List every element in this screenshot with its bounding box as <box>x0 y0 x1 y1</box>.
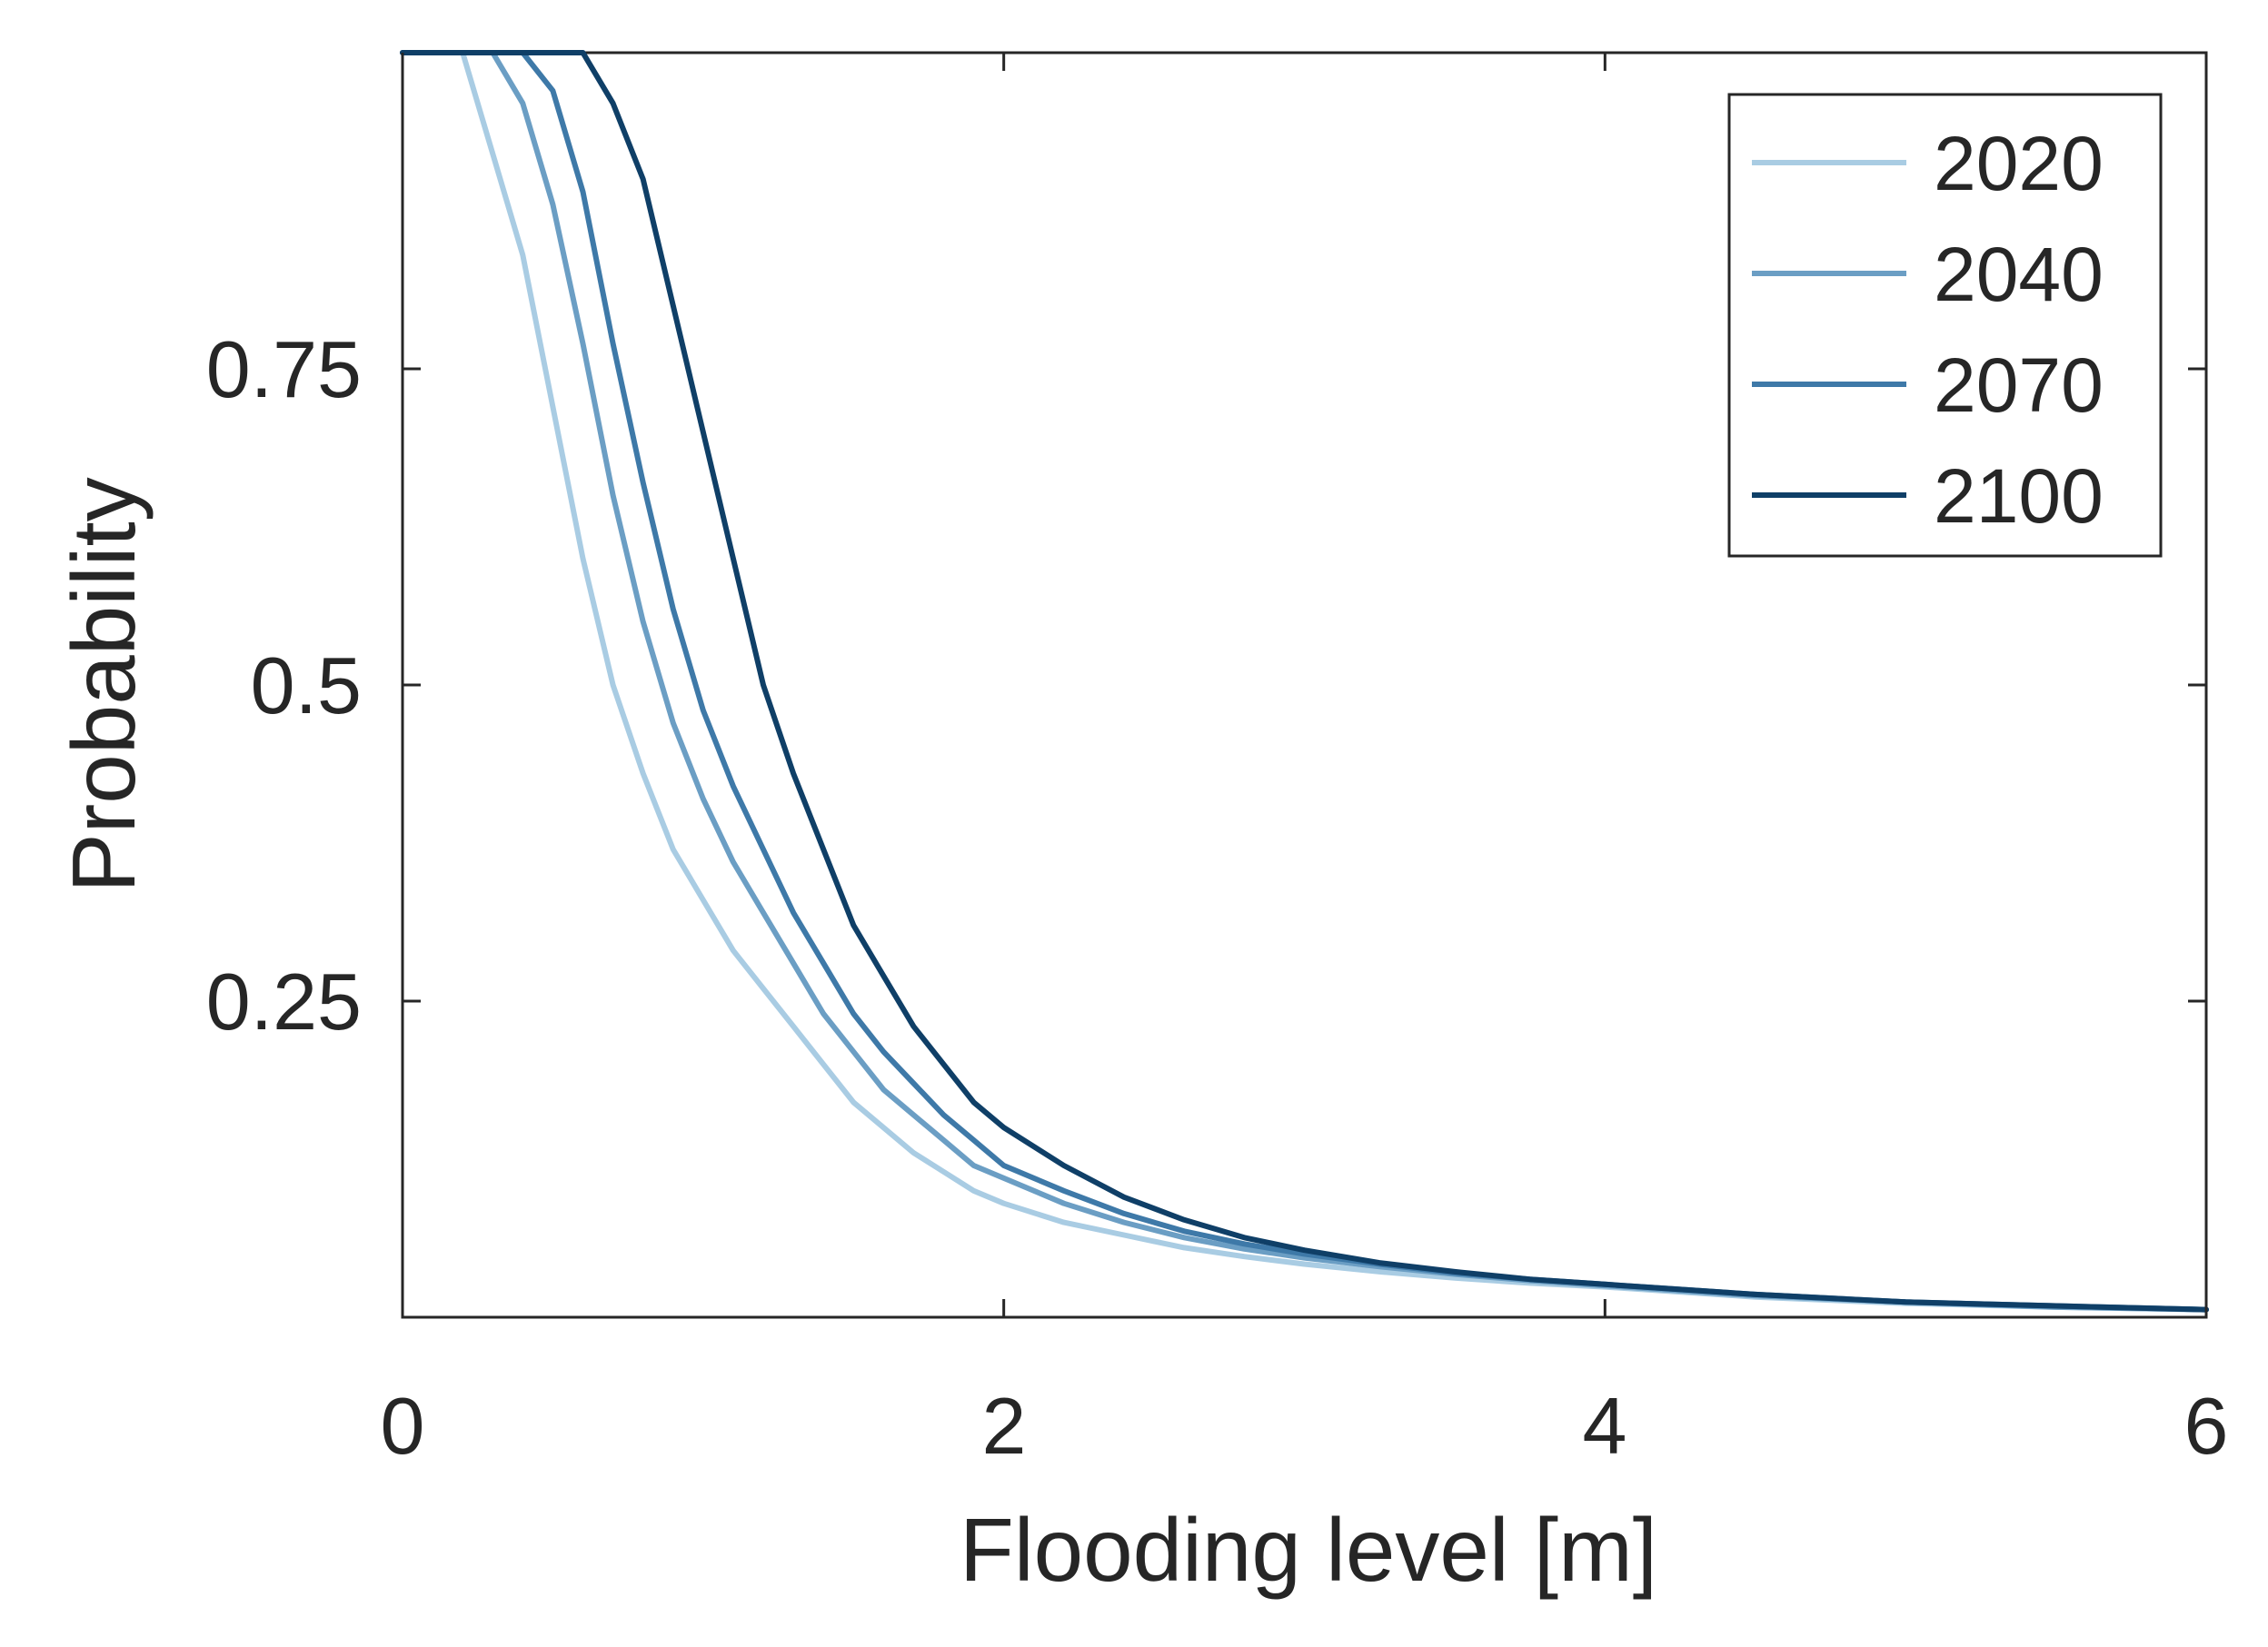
series-line-2100 <box>400 50 2209 1313</box>
y-tick-labels: 0.25 0.5 0.75 <box>206 324 362 1047</box>
legend-box <box>1727 93 2163 558</box>
legend-label: 2020 <box>1934 121 2104 206</box>
x-tick-label: 4 <box>1583 1381 1627 1471</box>
x-tick-label: 6 <box>2184 1381 2229 1471</box>
x-axis-label: Flooding level [m] <box>960 1500 1657 1600</box>
y-tick-label: 0.5 <box>251 640 362 730</box>
axis-ticks <box>401 53 2208 1317</box>
y-axis-label: Probability <box>54 477 154 893</box>
y-tick-label: 0.25 <box>206 957 362 1047</box>
legend-label: 2070 <box>1934 342 2104 428</box>
series-line-2020 <box>400 50 2209 1313</box>
legend-entry-2100: 2100 <box>1752 453 2104 539</box>
legend-label: 2100 <box>1934 453 2104 539</box>
x-tick-label: 2 <box>982 1381 1027 1471</box>
legend-entry-2070: 2070 <box>1752 342 2104 428</box>
legend-entry-2040: 2040 <box>1752 232 2104 317</box>
x-tick-labels: 0 2 4 6 <box>381 1381 2229 1471</box>
y-tick-label: 0.75 <box>206 324 362 414</box>
series-lines <box>400 50 2209 1313</box>
legend-entry-2020: 2020 <box>1752 121 2104 206</box>
x-tick-label: 0 <box>381 1381 425 1471</box>
legend-label: 2040 <box>1934 232 2104 317</box>
legend: 2020 2040 2070 2100 <box>1727 93 2163 558</box>
